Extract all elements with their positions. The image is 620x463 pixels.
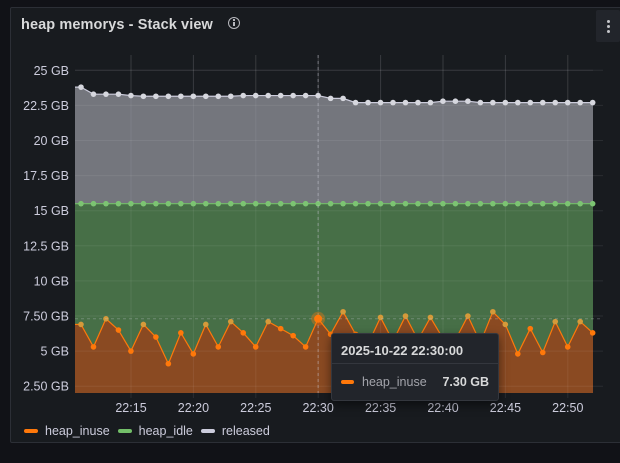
legend: heap_inuse heap_idle released (24, 424, 278, 438)
info-circle-icon[interactable] (228, 17, 240, 29)
tooltip-divider (332, 363, 498, 364)
legend-item-heap-inuse[interactable]: heap_inuse (24, 424, 110, 438)
svg-text:22:50: 22:50 (552, 401, 583, 415)
svg-text:2.50 GB: 2.50 GB (23, 380, 69, 394)
panel-menu-button[interactable] (596, 10, 620, 42)
svg-text:22:20: 22:20 (178, 401, 209, 415)
svg-text:22:15: 22:15 (115, 401, 146, 415)
legend-label: released (221, 424, 270, 438)
kebab-menu-icon (606, 20, 610, 23)
legend-item-heap-idle[interactable]: heap_idle (117, 424, 193, 438)
svg-text:22:25: 22:25 (240, 401, 271, 415)
svg-text:20 GB: 20 GB (34, 134, 69, 148)
svg-text:22.5 GB: 22.5 GB (23, 99, 69, 113)
legend-swatch (24, 429, 38, 433)
svg-text:22:35: 22:35 (365, 401, 396, 415)
svg-text:25 GB: 25 GB (34, 64, 69, 78)
svg-text:17.5 GB: 17.5 GB (23, 169, 69, 183)
svg-text:15 GB: 15 GB (34, 204, 69, 218)
legend-swatch (200, 429, 215, 433)
kebab-dot (606, 30, 610, 33)
tooltip-row: heap_inuse 7.30 GB (341, 375, 489, 389)
svg-text:22:30: 22:30 (303, 401, 334, 415)
legend-label: heap_idle (138, 424, 193, 438)
panel-title: heap memorys - Stack view (21, 17, 213, 33)
tooltip-timestamp: 2025-10-22 22:30:00 (341, 343, 464, 358)
tooltip-series-name: heap_inuse (362, 375, 427, 389)
svg-text:5 GB: 5 GB (41, 345, 70, 359)
svg-text:10 GB: 10 GB (34, 274, 69, 288)
tooltip: 2025-10-22 22:30:00 heap_inuse 7.30 GB (331, 333, 499, 401)
legend-swatch (117, 429, 132, 433)
tooltip-value: 7.30 GB (442, 375, 489, 389)
legend-item-released[interactable]: released (200, 424, 270, 438)
kebab-dot (606, 25, 610, 28)
legend-label: heap_inuse (45, 424, 110, 438)
tooltip-swatch (341, 380, 354, 384)
svg-text:22:45: 22:45 (490, 401, 521, 415)
svg-text:22:40: 22:40 (427, 401, 458, 415)
svg-text:12.5 GB: 12.5 GB (23, 239, 69, 253)
svg-text:7.50 GB: 7.50 GB (23, 310, 69, 324)
